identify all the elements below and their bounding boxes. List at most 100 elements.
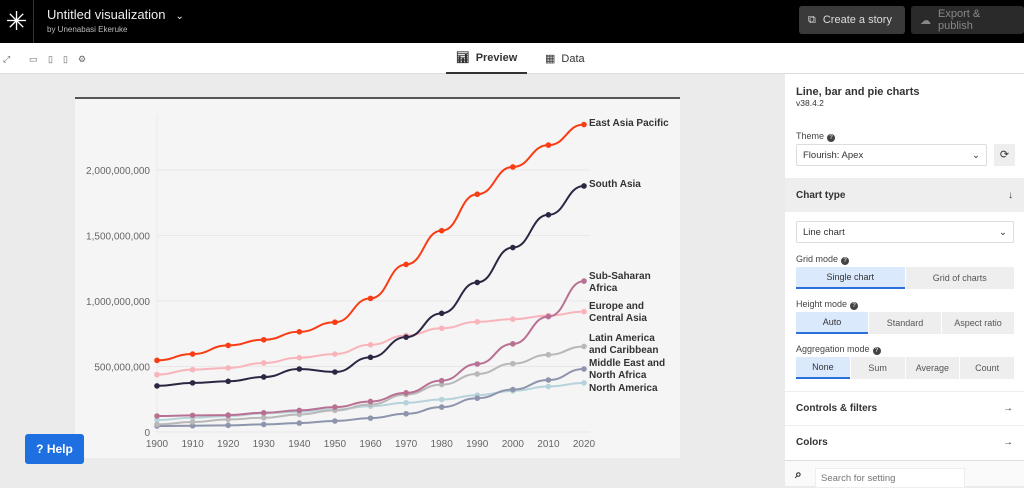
- data-point: [332, 369, 338, 375]
- refresh-theme-button[interactable]: ⟳: [994, 144, 1015, 166]
- x-tick-label: 1970: [395, 439, 418, 450]
- data-point: [225, 378, 231, 385]
- data-point: [403, 399, 409, 406]
- series-label: Europe and: [589, 301, 644, 312]
- height-mode-standard[interactable]: Standard: [869, 312, 941, 334]
- x-tick-label: 2020: [573, 439, 596, 450]
- data-point: [581, 380, 587, 386]
- data-point: [225, 422, 231, 429]
- data-point: [154, 421, 160, 428]
- data-point: [474, 319, 481, 325]
- x-tick-label: 2010: [537, 439, 560, 450]
- data-point: [332, 319, 338, 326]
- x-tick-label: 1920: [217, 439, 240, 450]
- series-label: and Caribbean: [589, 345, 658, 356]
- export-publish-button[interactable]: ☁ Export & publish: [911, 6, 1024, 34]
- series-label: Middle East and: [589, 358, 665, 369]
- height-mode-auto[interactable]: Auto: [796, 312, 868, 334]
- data-point: [332, 418, 338, 424]
- data-point: [510, 316, 516, 323]
- x-tick-label: 1980: [431, 439, 454, 450]
- bar-chart-icon: 📊︎: [455, 52, 470, 64]
- data-point: [474, 395, 481, 402]
- y-tick-label: 500,000,000: [94, 363, 150, 374]
- data-point: [581, 308, 587, 315]
- title-text[interactable]: Untitled visualization: [47, 7, 166, 22]
- search-setting-input[interactable]: [815, 468, 965, 488]
- tablet-icon[interactable]: ▯: [48, 54, 53, 64]
- template-name: Line, bar and pie charts: [796, 86, 920, 98]
- chevron-down-icon[interactable]: ⌄: [175, 11, 184, 22]
- series-label: Latin America: [589, 333, 655, 344]
- tab-data[interactable]: ▦ Data: [545, 43, 585, 74]
- grid-mode-grid[interactable]: Grid of charts: [905, 267, 1014, 289]
- data-point: [367, 354, 374, 361]
- aggregation-average[interactable]: Average: [905, 357, 960, 379]
- data-point: [367, 415, 374, 421]
- data-point: [296, 420, 303, 426]
- desktop-icon[interactable]: ▭: [29, 54, 38, 64]
- data-point: [510, 360, 516, 367]
- data-point: [581, 343, 587, 350]
- template-info: Line, bar and pie charts v38.4.2: [785, 74, 1024, 109]
- data-point: [403, 410, 409, 417]
- aggregation-count[interactable]: Count: [960, 357, 1014, 379]
- data-point: [296, 411, 303, 418]
- colors-section[interactable]: Colors →: [785, 425, 1024, 459]
- table-icon: ▦: [545, 53, 556, 65]
- create-story-button[interactable]: ⧉ Create a story: [799, 6, 905, 34]
- series-label: Africa: [589, 283, 618, 294]
- data-point: [332, 351, 338, 357]
- story-icon: ⧉: [808, 13, 816, 26]
- search-icon: ⌕: [795, 467, 802, 481]
- expand-icon[interactable]: ⤢: [3, 54, 11, 64]
- y-tick-label: 1,000,000,000: [86, 297, 150, 308]
- visualization-title[interactable]: Untitled visualization ⌄: [47, 7, 184, 22]
- data-point: [510, 386, 516, 393]
- data-point: [189, 351, 196, 357]
- data-point: [581, 121, 587, 128]
- tab-label: Preview: [475, 51, 518, 64]
- line-chart: 0 500,000,000 1,000,000,000 1,500,000,000 2,…: [86, 114, 669, 450]
- theme-label: Theme?: [796, 131, 836, 142]
- data-point: [296, 366, 303, 372]
- data-point: [154, 357, 160, 364]
- theme-select[interactable]: Flourish: Apex ⌄: [796, 144, 987, 166]
- data-point: [367, 295, 374, 302]
- height-mode-aspect[interactable]: Aspect ratio: [942, 312, 1014, 334]
- data-point: [474, 191, 481, 198]
- data-point: [438, 404, 445, 410]
- chart-type-section-header[interactable]: Chart type ↓: [785, 178, 1024, 212]
- controls-filters-section[interactable]: Controls & filters →: [785, 391, 1024, 425]
- data-point: [438, 310, 445, 317]
- mobile-icon[interactable]: ▯: [63, 54, 68, 64]
- flourish-logo-icon[interactable]: ✳: [0, 0, 34, 43]
- help-icon: ?: [841, 257, 850, 265]
- cloud-upload-icon: ☁: [920, 14, 931, 27]
- data-point: [225, 342, 231, 349]
- x-tick-label: 1960: [359, 439, 382, 450]
- data-point: [260, 421, 267, 428]
- data-point: [403, 261, 409, 268]
- data-point: [438, 381, 445, 388]
- chart-type-select[interactable]: Line chart ⌄: [796, 221, 1014, 243]
- tab-label: Data: [561, 52, 585, 65]
- gear-icon[interactable]: ⚙: [78, 54, 87, 64]
- data-point: [189, 419, 196, 425]
- data-point: [545, 383, 552, 390]
- data-point: [545, 377, 552, 383]
- aggregation-none[interactable]: None: [796, 357, 850, 379]
- help-button[interactable]: ? Help: [25, 434, 84, 464]
- data-point: [438, 227, 445, 234]
- data-point: [438, 325, 445, 332]
- tab-preview[interactable]: 📊︎ Preview: [446, 43, 527, 74]
- chevron-down-icon: ⌄: [972, 149, 980, 161]
- section-title: Controls & filters: [796, 403, 878, 414]
- data-point: [545, 351, 552, 358]
- data-point: [189, 380, 196, 386]
- x-tick-label: 1910: [181, 439, 204, 450]
- aggregation-sum[interactable]: Sum: [850, 357, 905, 379]
- series-label: Central Asia: [589, 313, 647, 324]
- data-point: [154, 413, 160, 419]
- grid-mode-single[interactable]: Single chart: [796, 267, 905, 289]
